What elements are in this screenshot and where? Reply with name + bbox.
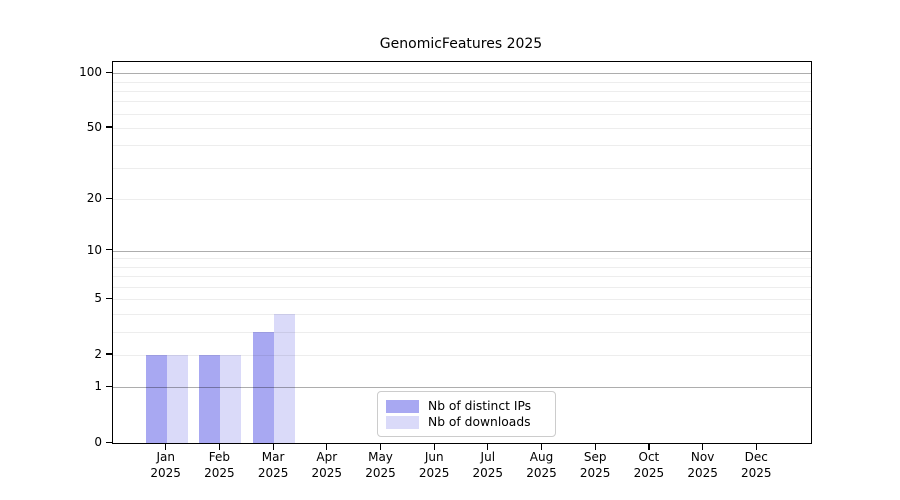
gridline-major bbox=[113, 387, 811, 389]
gridline-minor bbox=[113, 331, 811, 333]
plot-area bbox=[112, 61, 812, 444]
x-tick-label: Feb 2025 bbox=[204, 450, 235, 480]
gridline-minor bbox=[113, 167, 811, 169]
y-tick bbox=[106, 126, 112, 128]
x-tick bbox=[433, 444, 435, 450]
gridline-major bbox=[113, 250, 811, 252]
y-tick-label: 2 bbox=[94, 346, 102, 361]
gridline-minor bbox=[113, 81, 811, 83]
x-tick bbox=[272, 444, 274, 450]
grid-layer bbox=[113, 62, 811, 443]
gridline-minor bbox=[113, 258, 811, 260]
gridline-minor bbox=[113, 276, 811, 278]
gridline-minor bbox=[113, 90, 811, 92]
x-tick-label: Aug 2025 bbox=[526, 450, 557, 480]
legend-swatch-distinct-ips bbox=[386, 400, 419, 413]
legend: Nb of distinct IPs Nb of downloads bbox=[377, 391, 556, 437]
legend-swatch-downloads bbox=[386, 416, 419, 429]
x-tick bbox=[165, 444, 167, 450]
y-tick-label: 20 bbox=[86, 191, 102, 205]
y-tick bbox=[106, 71, 112, 73]
bars-layer bbox=[113, 62, 811, 443]
x-tick bbox=[326, 444, 328, 450]
gridline-minor bbox=[113, 287, 811, 288]
y-tick-label: 50 bbox=[86, 119, 102, 134]
gridline-minor bbox=[113, 113, 811, 115]
x-tick-label: Oct 2025 bbox=[633, 450, 665, 480]
x-tick-label: Sep 2025 bbox=[579, 450, 611, 480]
x-tick-label: Dec 2025 bbox=[741, 450, 772, 480]
y-tick-label: 10 bbox=[86, 242, 102, 257]
bar-distinct-ips-jan bbox=[145, 354, 167, 443]
gridline-minor bbox=[113, 354, 811, 356]
x-tick bbox=[594, 444, 596, 450]
bar-distinct-ips-mar bbox=[253, 331, 275, 443]
legend-item-downloads: Nb of downloads bbox=[386, 415, 547, 430]
gridline-minor bbox=[113, 145, 811, 147]
legend-label-downloads: Nb of downloads bbox=[428, 415, 531, 429]
x-tick bbox=[487, 444, 489, 450]
bar-distinct-ips-feb bbox=[199, 354, 221, 443]
y-tick-label: 0 bbox=[94, 435, 102, 449]
chart-title: GenomicFeatures 2025 bbox=[379, 36, 543, 52]
x-tick-label: Mar 2025 bbox=[257, 450, 289, 480]
y-tick bbox=[106, 197, 112, 199]
x-tick-label: Nov 2025 bbox=[687, 450, 718, 480]
x-tick bbox=[648, 444, 650, 450]
x-tick-label: Apr 2025 bbox=[311, 450, 343, 480]
y-tick bbox=[106, 385, 112, 388]
x-tick bbox=[755, 444, 757, 450]
gridline-minor bbox=[113, 314, 811, 315]
y-tick bbox=[106, 249, 112, 251]
x-tick-label: Jul 2025 bbox=[472, 450, 504, 480]
gridline-major bbox=[113, 73, 811, 75]
x-tick-label: Jan 2025 bbox=[150, 450, 181, 480]
y-tick bbox=[106, 297, 112, 300]
gridline-minor bbox=[113, 127, 811, 129]
y-tick bbox=[106, 353, 112, 355]
bar-downloads-jan bbox=[166, 354, 188, 443]
bar-downloads-feb bbox=[220, 354, 242, 443]
gridline-minor bbox=[113, 199, 811, 200]
x-tick-label: Jun 2025 bbox=[418, 450, 450, 480]
x-tick bbox=[218, 444, 221, 450]
legend-item-distinct-ips: Nb of distinct IPs bbox=[386, 399, 547, 414]
x-tick bbox=[702, 444, 704, 450]
x-tick bbox=[541, 444, 543, 450]
gridline-minor bbox=[113, 101, 811, 103]
y-tick bbox=[106, 441, 112, 443]
bar-downloads-mar bbox=[274, 314, 296, 443]
y-tick-label: 100 bbox=[79, 65, 102, 80]
gridline-minor bbox=[113, 266, 811, 268]
y-tick-label: 5 bbox=[94, 291, 102, 306]
y-tick-label: 1 bbox=[94, 379, 102, 394]
x-tick-label: May 2025 bbox=[365, 450, 396, 480]
x-tick bbox=[380, 444, 382, 450]
legend-label-distinct-ips: Nb of distinct IPs bbox=[428, 399, 532, 413]
gridline-minor bbox=[113, 299, 811, 301]
